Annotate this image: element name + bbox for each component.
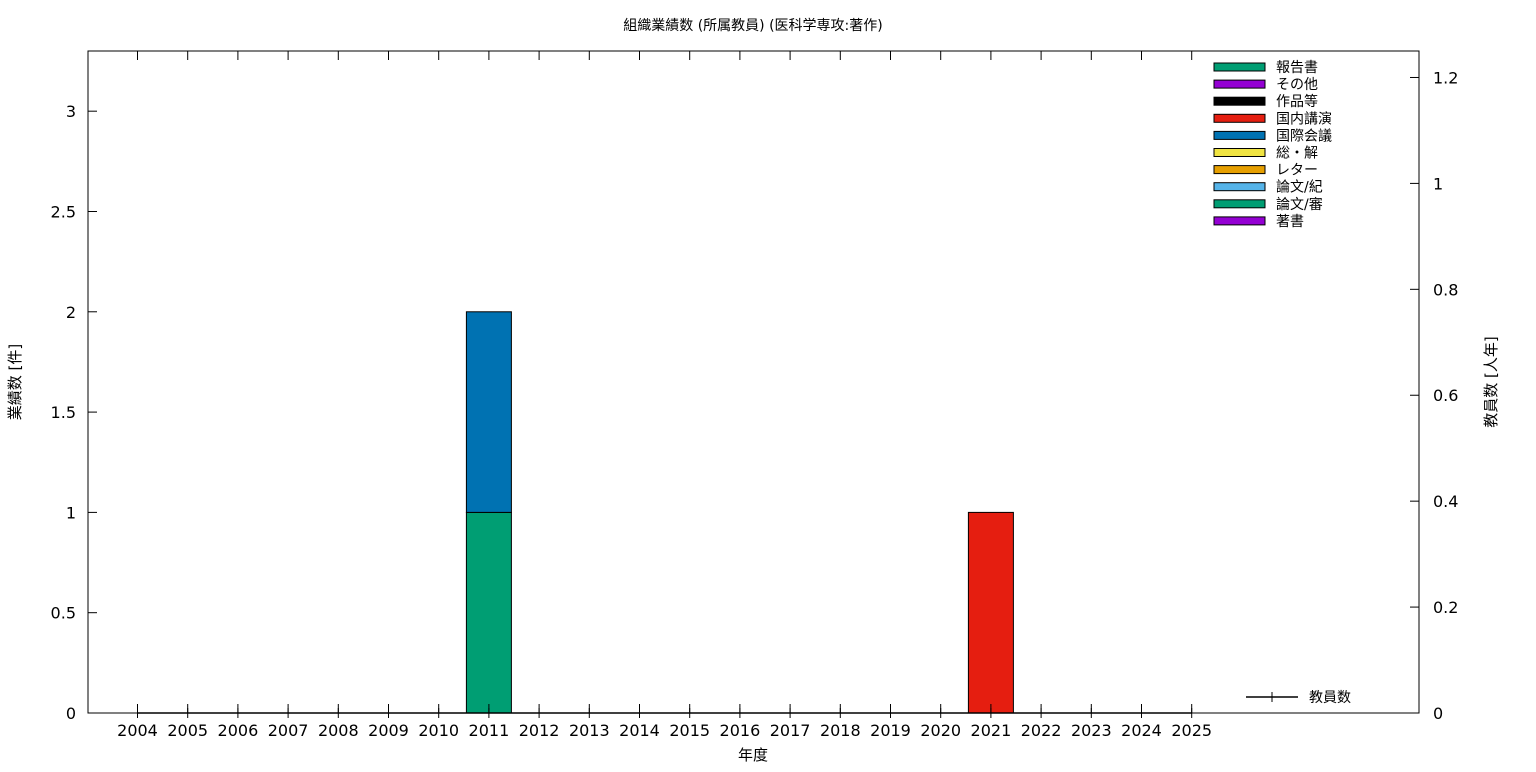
y-tick-label: 0 — [66, 704, 76, 723]
x-tick-label: 2023 — [1071, 721, 1112, 740]
x-tick-label: 2018 — [820, 721, 861, 740]
legend-label-4: 国際会議 — [1276, 127, 1332, 144]
x-tick-label: 2024 — [1121, 721, 1162, 740]
x-axis-title: 年度 — [738, 746, 768, 764]
y2-tick-label: 0.8 — [1433, 280, 1458, 299]
x-tick-label: 2005 — [167, 721, 208, 740]
bar-2011-series-1 — [465, 511, 512, 714]
x-tick-label: 2011 — [469, 721, 510, 740]
plot-area: 0 0.5 1 1.5 2 2.5 3 0 0.2 0.4 0.6 0.8 1 1.2 2004 2005 20… — [51, 50, 1458, 740]
legend-label-3: 国内講演 — [1276, 111, 1332, 127]
legend-swatch-2 — [1213, 96, 1266, 106]
legend-swatch-5 — [1213, 148, 1266, 157]
legend-label-2: 作品等 — [1276, 93, 1318, 110]
y-tick-label: 0.5 — [51, 604, 76, 623]
legend-swatch-0 — [1213, 62, 1266, 72]
y-tick-label: 1 — [66, 503, 76, 522]
x-tick-label: 2013 — [569, 721, 610, 740]
x-tick-label: 2014 — [619, 721, 660, 740]
legend-label-1: その他 — [1276, 77, 1318, 93]
x-tick-label: 2015 — [669, 721, 710, 740]
y2-tick-label: 1 — [1433, 174, 1443, 193]
legend-swatch-3 — [1213, 113, 1266, 123]
plot-frame — [87, 50, 1420, 714]
x-tick-label: 2016 — [720, 721, 761, 740]
y2-tick-label: 1.2 — [1433, 68, 1458, 87]
legend-line-label: 教員数 — [1309, 690, 1351, 706]
legend-label-8: 論文/審 — [1276, 197, 1323, 213]
x-tick-label: 2020 — [920, 721, 961, 740]
x-tick-label: 2019 — [870, 721, 911, 740]
y2-tick-label: 0.2 — [1433, 598, 1458, 617]
x-tick-label: 2025 — [1171, 721, 1212, 740]
bar-2021-series-6 — [967, 511, 1014, 714]
x-tick-label: 2008 — [318, 721, 359, 740]
y-tick-label: 2.5 — [51, 202, 76, 221]
y-tick-label: 2 — [66, 303, 76, 322]
x-tick-label: 2021 — [971, 721, 1012, 740]
x-tick-label: 2004 — [117, 721, 158, 740]
chart-title: 組織業績数 (所属教員) (医科学専攻:著作) — [623, 18, 882, 34]
x-tick-label: 2022 — [1021, 721, 1062, 740]
x-tick-label: 2012 — [519, 721, 560, 740]
y-tick-label: 3 — [66, 102, 76, 121]
legend-swatch-4 — [1213, 130, 1266, 140]
legend-label-0: 報告書 — [1276, 60, 1318, 76]
legend-swatch-9 — [1213, 216, 1266, 226]
legend-swatch-7 — [1213, 182, 1266, 192]
y2-axis-title: 教員数 [人年] — [1482, 336, 1500, 427]
legend-label-7: 論文/紀 — [1276, 180, 1323, 196]
x-tick-label: 2010 — [418, 721, 459, 740]
legend-swatch-1 — [1213, 79, 1266, 89]
y2-tick-label: 0.6 — [1433, 386, 1458, 405]
x-tick-label: 2009 — [368, 721, 409, 740]
y2-tick-label: 0 — [1433, 704, 1443, 723]
bar-2011-series-5 — [465, 311, 512, 513]
y-axis-title: 業績数 [件] — [6, 344, 24, 420]
legend-label-6: レター — [1276, 163, 1318, 179]
legend-swatch-6 — [1213, 165, 1266, 175]
legend-swatch-8 — [1213, 199, 1266, 209]
y2-tick-label: 0.4 — [1433, 492, 1458, 511]
legend-label-9: 著書 — [1276, 214, 1304, 230]
legend-label-5: 総・解 — [1276, 146, 1318, 162]
y-tick-label: 1.5 — [51, 403, 76, 422]
x-tick-label: 2006 — [218, 721, 259, 740]
x-tick-label: 2017 — [770, 721, 811, 740]
x-tick-label: 2007 — [268, 721, 309, 740]
